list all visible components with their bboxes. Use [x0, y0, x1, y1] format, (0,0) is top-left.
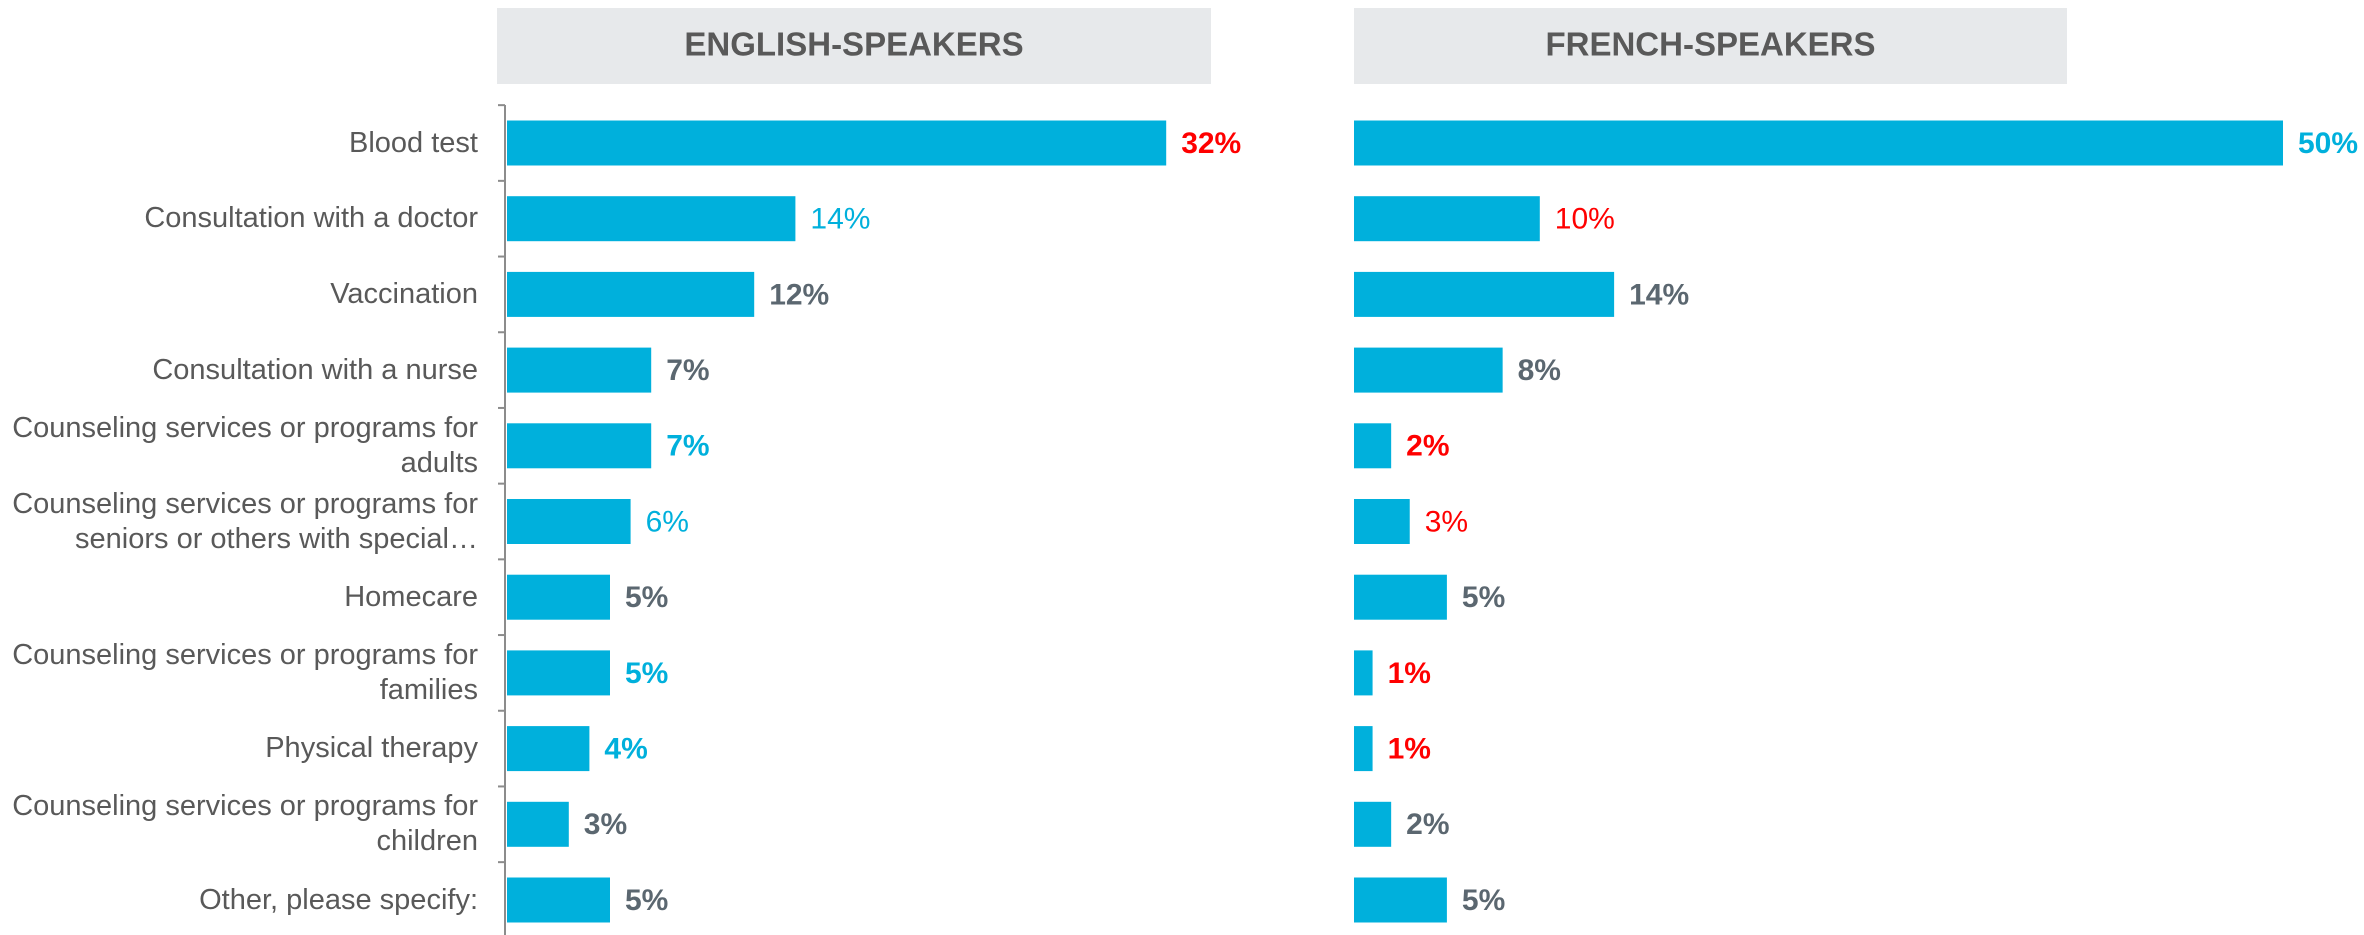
header-box [1354, 8, 2067, 84]
value-label: 14% [810, 203, 870, 236]
value-label: 2% [1406, 430, 1449, 463]
value-label: 12% [769, 278, 829, 311]
category-label: Homecare [344, 580, 478, 613]
value-label: 1% [1388, 733, 1431, 766]
bar [1354, 726, 1373, 772]
bar [507, 877, 610, 923]
bar [507, 423, 652, 469]
chart-title: FRENCH-SPEAKERS [1545, 26, 1875, 63]
bar [507, 120, 1167, 166]
value-label: 6% [646, 505, 689, 538]
bar [1354, 347, 1503, 393]
value-label: 7% [666, 354, 709, 387]
value-label: 32% [1181, 127, 1241, 160]
chart-title: ENGLISH-SPEAKERS [684, 26, 1023, 63]
value-label: 7% [666, 430, 709, 463]
category-label: Counseling services or programs for seni… [12, 487, 478, 555]
category-label: Counseling services or programs for adul… [12, 411, 478, 479]
value-label: 5% [625, 581, 668, 614]
bar [1354, 271, 1615, 317]
bar [1354, 801, 1392, 847]
bar [1354, 499, 1410, 544]
bar [1354, 196, 1540, 242]
bar [507, 347, 652, 393]
value-label: 50% [2298, 127, 2358, 160]
category-label: Counseling services or programs for fami… [12, 638, 478, 706]
value-label: 5% [625, 884, 668, 917]
category-label: Consultation with a nurse [152, 353, 478, 386]
bar [1354, 120, 2283, 166]
bar [507, 499, 631, 544]
value-label: 3% [1425, 505, 1468, 538]
value-label: 5% [625, 657, 668, 690]
value-label: 2% [1406, 808, 1449, 841]
category-label: Blood test [349, 126, 478, 159]
value-label: 10% [1555, 203, 1615, 236]
category-label: Vaccination [330, 277, 478, 310]
category-label: Counseling services or programs for chil… [12, 790, 478, 858]
value-label: 3% [584, 808, 627, 841]
value-label: 5% [1462, 884, 1505, 917]
bar [507, 801, 569, 847]
value-label: 1% [1388, 657, 1431, 690]
category-label: Consultation with a doctor [144, 202, 478, 235]
value-label: 5% [1462, 581, 1505, 614]
value-label: 8% [1518, 354, 1561, 387]
bar [507, 196, 796, 242]
bar [507, 574, 610, 620]
bar [507, 271, 755, 317]
category-label: Physical therapy [265, 732, 478, 765]
bar [1354, 423, 1392, 469]
category-label: Other, please specify: [199, 883, 478, 916]
value-label: 4% [604, 733, 647, 766]
header-box [497, 8, 1211, 84]
bar [1354, 574, 1447, 620]
bar [507, 650, 610, 696]
bar [507, 726, 590, 772]
bar [1354, 877, 1447, 923]
value-label: 14% [1629, 278, 1689, 311]
bar [1354, 650, 1373, 696]
